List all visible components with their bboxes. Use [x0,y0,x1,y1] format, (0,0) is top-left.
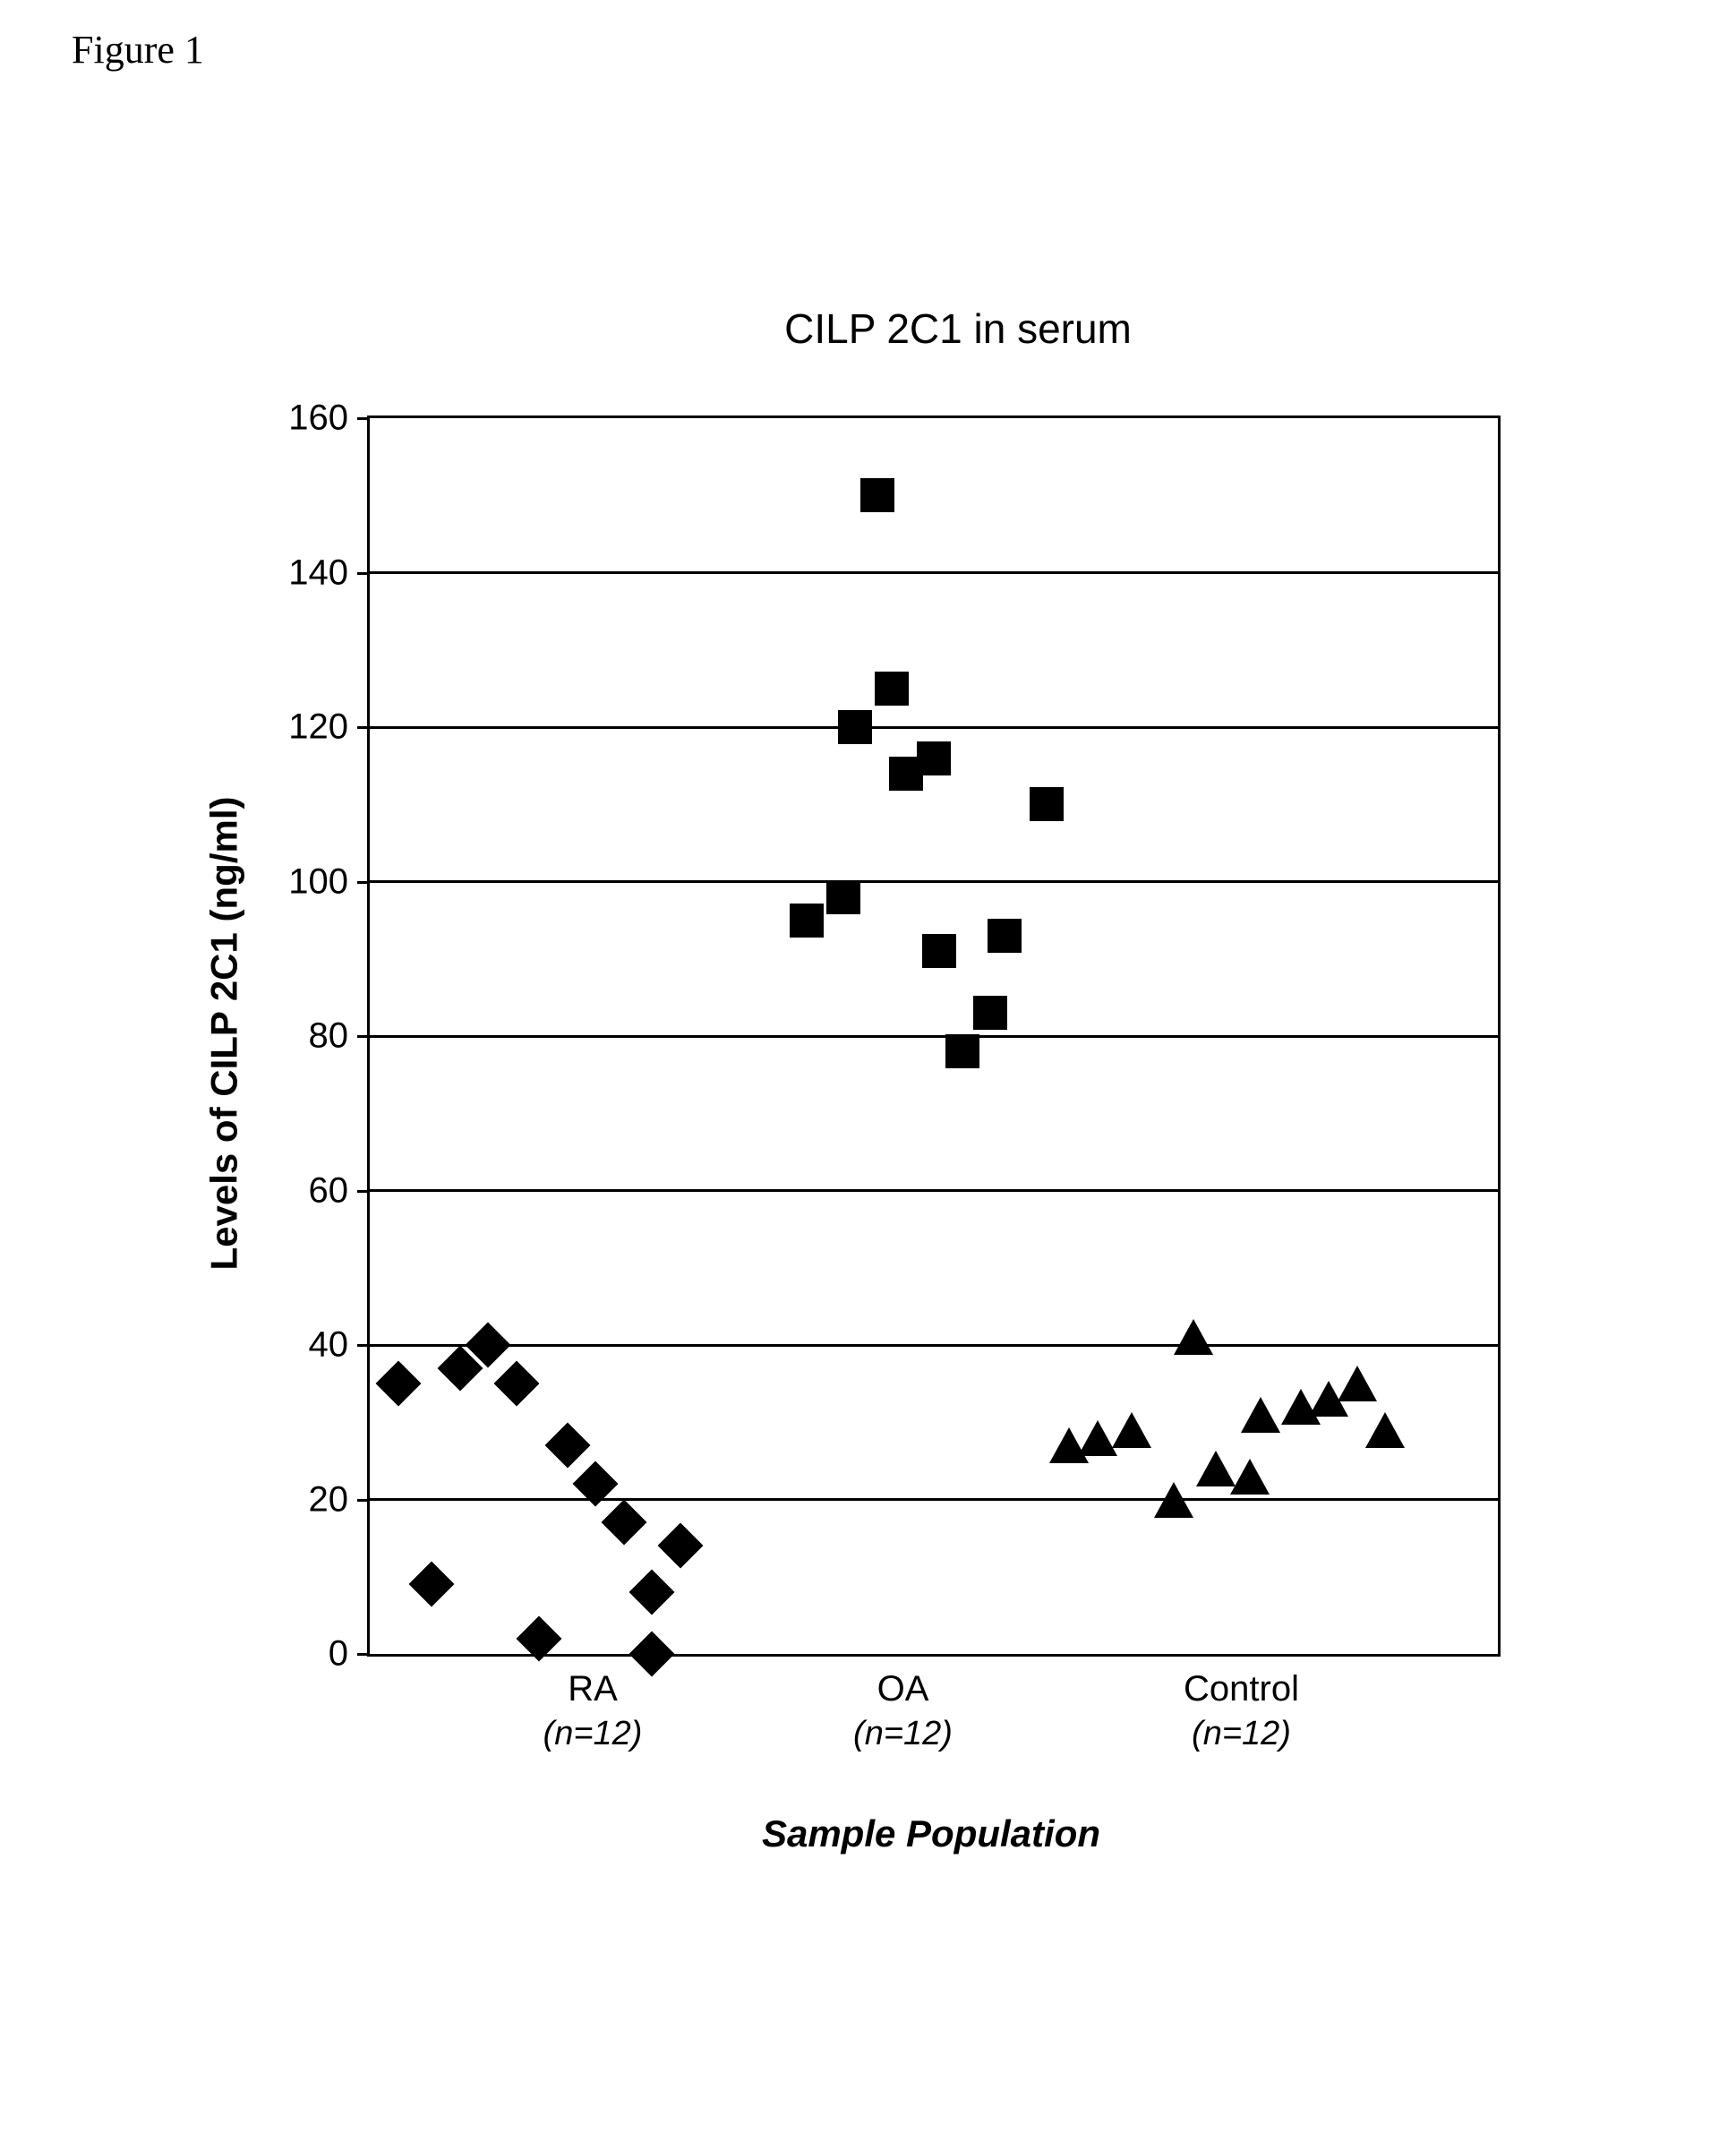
data-point-ra [544,1423,590,1469]
data-point-oa [860,478,894,512]
gridline [370,1189,1498,1192]
x-category: OA (n=12) [769,1669,1038,1753]
data-point-oa [973,996,1007,1030]
data-point-control [1230,1459,1270,1495]
plot-area: 020406080100120140160 [367,415,1501,1657]
y-tick-mark [357,881,370,884]
x-category-n: (n=12) [458,1715,727,1753]
data-point-oa [790,904,824,938]
y-tick-mark [357,1653,370,1656]
data-point-control [1112,1412,1151,1448]
y-tick-label: 80 [309,1016,349,1057]
chart-container: CILP 2C1 in serum Levels of CILP 2C1 (ng… [233,304,1576,1848]
y-axis-label-wrap: Levels of CILP 2C1 (ng/ml) [197,415,251,1651]
data-point-oa [1030,787,1064,821]
y-tick-label: 120 [288,707,348,748]
data-point-oa [988,919,1022,953]
data-point-oa [945,1034,979,1068]
y-tick-mark [357,572,370,575]
x-category: Control (n=12) [1107,1669,1376,1753]
data-point-ra [409,1562,455,1607]
y-tick-label: 60 [309,1170,349,1211]
y-tick-label: 40 [309,1325,349,1366]
gridline [370,1035,1498,1038]
y-tick-mark [357,417,370,420]
y-tick-mark [357,726,370,729]
y-tick-mark [357,1190,370,1193]
data-point-oa [875,672,909,706]
data-point-oa [826,880,860,914]
data-point-ra [601,1500,646,1546]
y-tick-mark [357,1344,370,1347]
x-category-n: (n=12) [769,1715,1038,1753]
gridline [370,571,1498,574]
data-point-ra [375,1361,421,1407]
data-point-oa [922,934,956,968]
data-point-control [1365,1412,1405,1448]
chart-title: CILP 2C1 in serum [340,304,1576,353]
gridline [370,880,1498,883]
data-point-ra [517,1615,562,1661]
gridline [370,1344,1498,1347]
figure-label: Figure 1 [72,27,204,73]
gridline [370,726,1498,729]
x-category-name: Control [1107,1669,1376,1709]
y-tick-label: 0 [329,1634,348,1675]
x-category-name: OA [769,1669,1038,1709]
data-point-control [1338,1366,1377,1401]
data-point-control [1241,1397,1280,1433]
data-point-ra [629,1570,675,1615]
x-category-labels: RA (n=12) OA (n=12) Control (n=12) [367,1669,1495,1812]
y-tick-mark [357,1035,370,1038]
y-tick-label: 20 [309,1479,349,1520]
gridline [370,1498,1498,1501]
x-category-n: (n=12) [1107,1715,1376,1753]
y-tick-label: 100 [288,861,348,902]
data-point-oa [917,741,951,775]
x-axis-label: Sample Population [367,1812,1495,1855]
y-axis-label: Levels of CILP 2C1 (ng/ml) [202,797,245,1271]
x-category: RA (n=12) [458,1669,727,1753]
data-point-ra [657,1523,703,1569]
data-point-control [1174,1319,1213,1355]
x-category-name: RA [458,1669,727,1709]
y-tick-label: 160 [288,398,348,439]
data-point-oa [838,710,872,744]
data-point-control [1154,1482,1193,1518]
data-point-ra [493,1361,539,1407]
chart-box: Levels of CILP 2C1 (ng/ml) 0204060801001… [233,415,1576,1848]
y-tick-mark [357,1499,370,1502]
y-tick-label: 140 [288,553,348,593]
